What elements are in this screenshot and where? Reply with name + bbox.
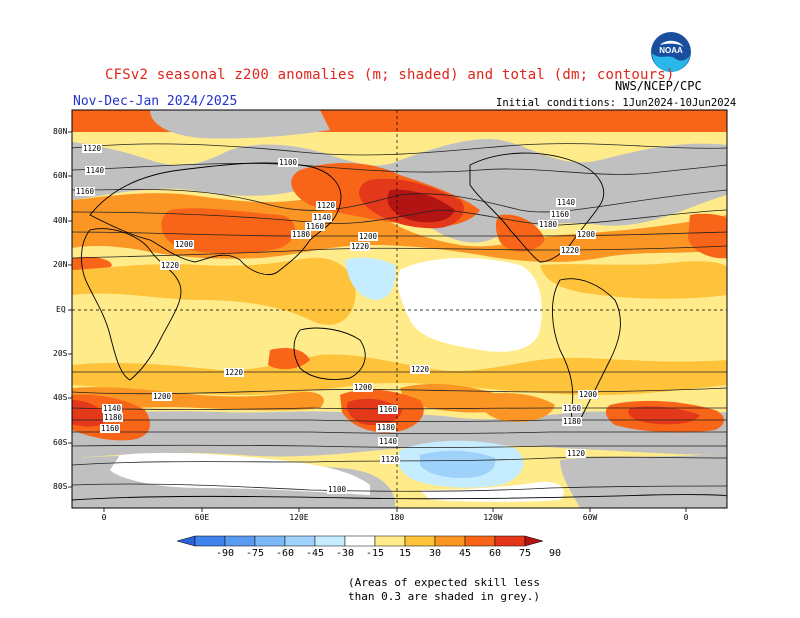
colorbar-swatch [284, 535, 316, 547]
colorbar-swatch [404, 535, 436, 547]
lat-label-20n: 20N [53, 260, 68, 269]
lat-label-60n: 60N [53, 171, 68, 180]
skill-note-line-1: (Areas of expected skill less [348, 576, 541, 589]
north-america-outline [469, 152, 605, 263]
contour-label: 1100 [278, 158, 299, 167]
colorbar-arrow-left [176, 535, 196, 547]
lon-label-180: 180 [389, 513, 405, 522]
near-zero-anomaly-region [398, 258, 542, 352]
lon-label-60w: 60W [582, 513, 598, 522]
contour-label: 1200 [358, 232, 379, 241]
colorbar-tick-label: -45 [305, 548, 325, 559]
contour-label: 1220 [160, 261, 181, 270]
contour-label: 1200 [578, 390, 599, 399]
contour-label: 1160 [562, 404, 583, 413]
contour-label: 1100 [327, 485, 348, 494]
colorbar-tick-label: 15 [398, 548, 412, 559]
season-label: Nov-Dec-Jan 2024/2025 [73, 94, 238, 109]
eurasia-outline [89, 162, 342, 275]
contour-label: 1120 [82, 144, 103, 153]
lon-label-60e: 60E [194, 513, 210, 522]
contour-label: 1140 [556, 198, 577, 207]
lon-label-120e: 120E [289, 513, 309, 522]
contour-label: 1200 [576, 230, 597, 239]
contour-label: 1200 [353, 383, 374, 392]
contour-label: 1140 [102, 404, 123, 413]
lat-label-60s: 60S [53, 438, 68, 447]
skill-note: (Areas of expected skill less than 0.3 a… [348, 576, 540, 604]
colorbar-swatch [344, 535, 376, 547]
contour-label: 1200 [152, 392, 173, 401]
colorbar-swatch [314, 535, 346, 547]
lat-label-20s: 20S [53, 349, 68, 358]
initial-conditions-label: Initial conditions: 1Jun2024-10Jun2024 [496, 97, 737, 109]
colorbar-tick-label: 90 [548, 548, 562, 559]
colorbar-tick-label: -75 [245, 548, 265, 559]
antarctica-outline [72, 494, 727, 501]
contour-label: 1120 [566, 449, 587, 458]
contour-label: 1120 [380, 455, 401, 464]
colorbar-swatch [254, 535, 286, 547]
colorbar-swatch [434, 535, 466, 547]
agency-label: NWS/NCEP/CPC [615, 79, 702, 93]
contour-label: 1220 [560, 246, 581, 255]
logo-text: NOAA [659, 46, 683, 55]
africa-outline [81, 228, 182, 381]
colorbar-swatch [464, 535, 496, 547]
contour-label: 1140 [312, 213, 333, 222]
map-frame [71, 109, 728, 509]
colorbar-swatch [194, 535, 226, 547]
lat-label-40s: 40S [53, 393, 68, 402]
contour-label: 1180 [376, 423, 397, 432]
chart-title: CFSv2 seasonal z200 anomalies (m; shaded… [105, 67, 675, 83]
colorbar-swatch [374, 535, 406, 547]
colorbar-tick-label: 30 [428, 548, 442, 559]
lon-label-0: 0 [101, 513, 107, 522]
contour-label: 1120 [316, 201, 337, 210]
lon-label-0-east: 0 [683, 513, 689, 522]
contour-label: 1140 [378, 437, 399, 446]
contour-label: 1160 [305, 222, 326, 231]
colorbar-tick-label: -60 [275, 548, 295, 559]
colorbar-tick-label: -90 [215, 548, 235, 559]
contour-label: 1180 [538, 220, 559, 229]
colorbar-swatch [224, 535, 256, 547]
lat-label-80n: 80N [53, 127, 68, 136]
colorbar-tick-label: 75 [518, 548, 532, 559]
skill-note-line-2: than 0.3 are shaded in grey.) [348, 590, 541, 603]
contour-label: 1160 [100, 424, 121, 433]
colorbar-tick-label: -30 [335, 548, 355, 559]
contour-label: 1220 [224, 368, 245, 377]
contour-label: 1180 [291, 230, 312, 239]
contour-label: 1160 [378, 405, 399, 414]
colorbar-swatch [494, 535, 526, 547]
contour-label: 1180 [562, 417, 583, 426]
lat-label-40n: 40N [53, 216, 68, 225]
colorbar [176, 535, 544, 547]
colorbar-tick-label: 60 [488, 548, 502, 559]
contour-label: 1140 [85, 166, 106, 175]
colorbar-tick-label: 45 [458, 548, 472, 559]
australia-outline [293, 327, 366, 380]
contour-label: 1220 [350, 242, 371, 251]
lat-label-eq: EQ [56, 305, 66, 314]
contour-label: 1220 [410, 365, 431, 374]
contour-label: 1160 [75, 187, 96, 196]
contour-label: 1160 [550, 210, 571, 219]
colorbar-tick-label: -15 [365, 548, 385, 559]
lat-label-80s: 80S [53, 482, 68, 491]
colorbar-arrow-right [524, 535, 544, 547]
contour-label: 1200 [174, 240, 195, 249]
contour-label: 1180 [103, 413, 124, 422]
lon-label-120w: 120W [483, 513, 503, 522]
noaa-logo: NOAA [651, 32, 691, 72]
